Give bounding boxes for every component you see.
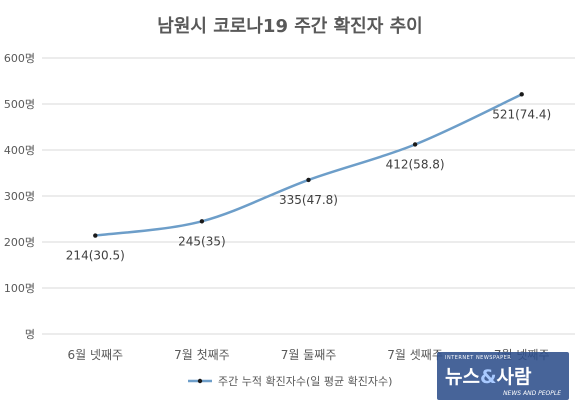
x-tick-label: 7월 첫째주 — [174, 348, 230, 362]
y-tick-label: 200명 — [4, 236, 35, 249]
series-points — [93, 92, 524, 238]
data-label: 412(58.8) — [386, 157, 445, 171]
series-line — [95, 93, 523, 237]
legend-label: 주간 누적 확진자수(일 평균 확진자수) — [218, 374, 392, 388]
y-tick-label: 300명 — [4, 190, 35, 203]
grid — [42, 57, 575, 335]
data-labels: 214(30.5) 245(35) 335(47.8) 412(58.8) 521(74… — [66, 107, 551, 262]
legend-marker — [197, 378, 203, 384]
watermark-part-a: 뉴스 — [445, 366, 480, 388]
data-point — [199, 219, 205, 224]
y-tick-label: 100명 — [4, 282, 35, 295]
legend: 주간 누적 확진자수(일 평균 확진자수) — [188, 374, 392, 388]
data-label: 335(47.8) — [279, 193, 338, 207]
watermark-title: 뉴스&사람 — [445, 362, 532, 389]
watermark-amp: & — [479, 366, 497, 388]
data-point — [412, 142, 418, 147]
watermark-logo: INTERNET NEWSPAPER 뉴스&사람 NEWS AND PEOPLE — [437, 352, 569, 400]
y-tick-label: 600명 — [4, 52, 35, 65]
chart-title: 남원시 코로나19 주간 확진자 추이 — [157, 16, 422, 37]
data-label: 521(74.4) — [492, 107, 551, 121]
data-point — [519, 92, 524, 97]
x-tick-label: 7월 둘째주 — [281, 348, 337, 362]
y-tick-label: 400명 — [4, 144, 35, 157]
watermark-top: INTERNET NEWSPAPER — [445, 355, 512, 361]
data-point — [93, 233, 98, 238]
y-tick-label: 500명 — [4, 98, 35, 111]
watermark-part-b: 사람 — [496, 366, 532, 388]
watermark-sub: NEWS AND PEOPLE — [503, 390, 561, 397]
data-point — [306, 177, 311, 183]
x-tick-label: 7월 셋째주 — [387, 348, 443, 362]
data-label: 214(30.5) — [66, 249, 125, 263]
x-tick-label: 6월 넷째주 — [67, 348, 123, 362]
y-tick-label: 명 — [25, 328, 35, 341]
data-label: 245(35) — [178, 234, 226, 248]
